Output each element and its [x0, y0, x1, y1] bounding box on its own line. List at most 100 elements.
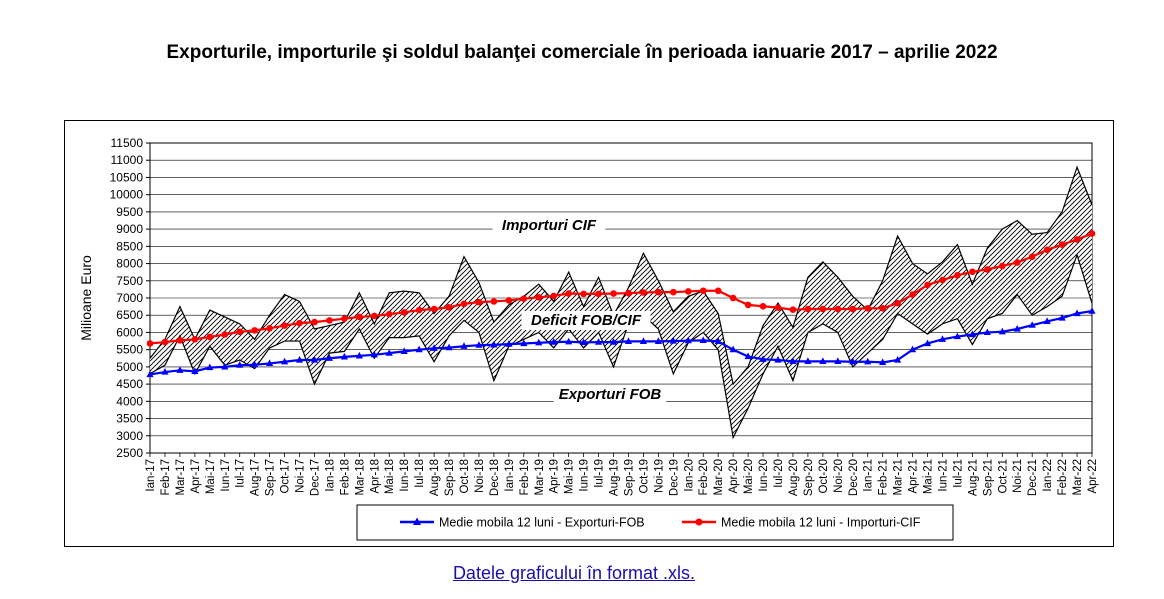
- point-import-avg: [415, 306, 423, 314]
- x-tick-label: Ian-21: [863, 459, 875, 492]
- x-tick-label: Noi-18: [474, 459, 486, 493]
- point-import-avg: [505, 297, 513, 304]
- x-tick-label: Mai-20: [743, 459, 755, 494]
- point-import-avg: [1028, 253, 1036, 260]
- point-import-avg: [370, 312, 378, 320]
- point-export-avg: [923, 339, 932, 347]
- point-import-avg: [789, 306, 797, 314]
- point-export-avg: [535, 338, 543, 346]
- point-export-avg: [295, 356, 304, 363]
- point-import-avg: [341, 315, 348, 322]
- point-import-avg: [565, 290, 572, 297]
- point-import-avg: [954, 271, 961, 279]
- point-import-avg: [939, 276, 946, 284]
- point-export-avg: [236, 361, 244, 368]
- point-import-avg: [879, 305, 886, 312]
- point-export-avg: [594, 338, 603, 345]
- point-import-avg: [460, 300, 468, 308]
- point-export-avg: [789, 357, 797, 364]
- x-tick-label: Feb-21: [878, 459, 890, 495]
- x-tick-label: Noi-20: [833, 459, 845, 493]
- x-tick-label: Ian-20: [683, 459, 695, 492]
- x-tick-label: Mar-18: [354, 459, 366, 495]
- x-tick-label: Dec-21: [1027, 459, 1039, 496]
- y-tick-label: 11500: [111, 136, 144, 150]
- x-tick-label: Iul-21: [952, 459, 964, 488]
- x-tick-label: Apr-19: [549, 459, 561, 494]
- point-import-avg: [610, 290, 617, 297]
- point-import-avg: [834, 305, 842, 313]
- x-tick-label: Sep-19: [623, 459, 635, 496]
- point-export-avg: [385, 349, 393, 356]
- legend-marker: [413, 517, 421, 525]
- x-tick-label: Apr-18: [369, 459, 381, 494]
- x-tick-label: Aug-17: [250, 459, 262, 496]
- point-import-avg: [774, 304, 782, 311]
- x-tick-label: Ian-22: [1042, 459, 1054, 492]
- point-export-avg: [774, 356, 782, 363]
- x-tick-label: Mar-20: [713, 459, 725, 495]
- x-tick-label: Noi-19: [653, 459, 665, 493]
- point-export-avg: [1043, 317, 1051, 325]
- x-tick-label: Iul-17: [235, 459, 247, 488]
- point-export-avg: [355, 351, 363, 359]
- x-tick-label: Oct-21: [997, 459, 1009, 494]
- legend-label: Medie mobila 12 luni - Importuri-CIF: [721, 516, 921, 530]
- point-import-avg: [430, 305, 438, 313]
- point-import-avg: [535, 294, 543, 301]
- point-import-avg: [699, 287, 707, 295]
- point-import-avg: [206, 333, 214, 341]
- xls-data-link[interactable]: Datele graficului în format .xls.: [452, 563, 696, 583]
- x-tick-label: Oct-20: [818, 459, 830, 494]
- y-tick-label: 9500: [116, 205, 143, 219]
- point-export-avg: [580, 338, 588, 346]
- point-import-avg: [445, 304, 453, 311]
- x-tick-label: Aug-19: [609, 459, 621, 496]
- y-tick-label: 4000: [116, 394, 143, 408]
- point-export-avg: [1088, 307, 1096, 314]
- point-import-avg: [894, 299, 901, 307]
- point-export-avg: [654, 337, 662, 344]
- point-import-avg: [475, 298, 483, 306]
- x-tick-label: Dec-20: [848, 459, 860, 496]
- point-export-avg: [400, 347, 408, 354]
- point-import-avg: [1088, 230, 1096, 237]
- point-export-avg: [415, 345, 423, 353]
- point-import-avg: [1058, 241, 1066, 248]
- point-export-avg: [325, 354, 334, 361]
- x-tick-label: Oct-18: [459, 459, 471, 494]
- x-tick-label: Mar-19: [534, 459, 546, 495]
- annotation-label: Importuri CIF: [502, 217, 597, 234]
- point-import-avg: [819, 305, 827, 313]
- point-export-avg: [221, 362, 229, 370]
- point-export-avg: [609, 338, 618, 345]
- x-tick-label: Apr-20: [728, 459, 740, 494]
- point-import-avg: [804, 305, 812, 313]
- annotation-bg: [492, 216, 606, 235]
- x-tick-label: Iun-21: [937, 459, 949, 492]
- x-tick-label: Noi-21: [1012, 459, 1024, 493]
- x-tick-label: Ian-19: [504, 459, 516, 492]
- point-export-avg: [938, 335, 947, 342]
- point-import-avg: [356, 313, 363, 321]
- x-tick-label: Sep-17: [265, 459, 277, 496]
- y-tick-label: 11000: [111, 153, 144, 167]
- y-tick-label: 6000: [116, 325, 143, 339]
- point-export-avg: [340, 352, 348, 360]
- y-tick-label: 2500: [116, 446, 143, 460]
- point-export-avg: [176, 366, 184, 373]
- y-tick-label: 6500: [116, 308, 143, 322]
- point-export-avg: [834, 357, 842, 364]
- y-tick-label: 5500: [116, 343, 143, 357]
- point-export-avg: [490, 340, 498, 348]
- point-import-avg: [655, 288, 662, 296]
- series-import-avg-line: [149, 232, 1093, 345]
- y-tick-label: 10000: [110, 188, 144, 202]
- x-tick-label: Iul-19: [594, 459, 606, 488]
- point-import-avg: [490, 298, 498, 305]
- point-import-avg: [146, 340, 154, 347]
- point-import-avg: [909, 291, 916, 298]
- point-export-avg: [475, 341, 483, 348]
- point-import-avg: [849, 305, 857, 313]
- point-import-avg: [924, 281, 931, 289]
